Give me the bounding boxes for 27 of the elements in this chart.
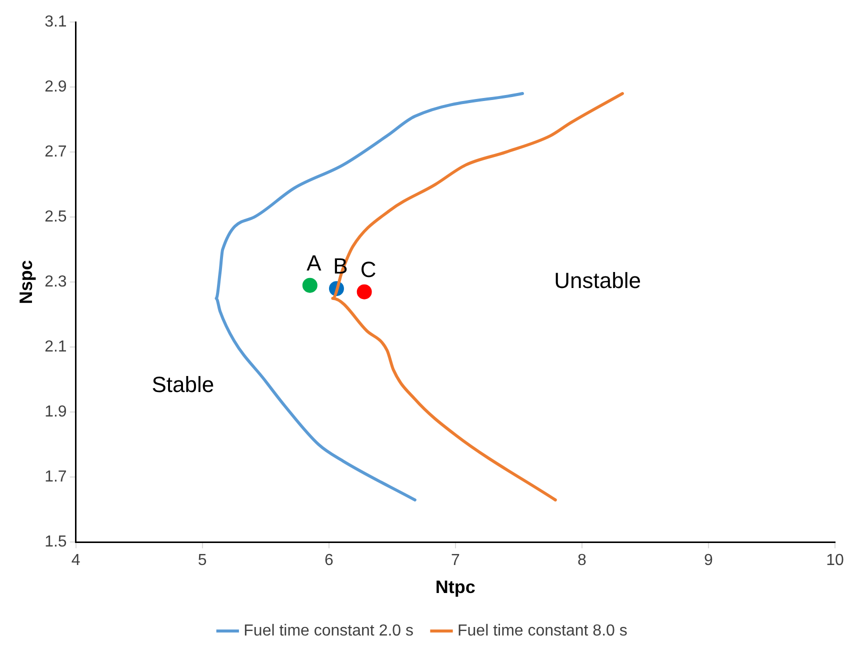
y-tick-label: 2.1: [44, 338, 67, 356]
y-tick-label: 1.7: [44, 468, 67, 486]
line-series: [214, 92, 524, 502]
point: [302, 278, 318, 293]
series-label: C: [360, 256, 376, 282]
point: [356, 284, 372, 300]
x-tick-label: 6: [324, 552, 334, 570]
y-axis-title: Nspc: [16, 260, 36, 304]
y-tick-label: 3.1: [44, 13, 67, 30]
x-axis-title: Ntpc: [435, 577, 476, 598]
annotation: Unstable: [554, 268, 641, 294]
x-tick-label: 4: [71, 552, 80, 570]
y-tick-label: 1.5: [44, 534, 67, 551]
y-tick-label: 2.7: [44, 143, 67, 160]
series-label: A: [306, 250, 322, 276]
y-tick-label: 2.3: [44, 274, 67, 291]
x-tick-label: 10: [826, 552, 844, 570]
y-tick-label: 2.9: [44, 78, 67, 96]
legend-label: Fuel time constant 2.0 s: [244, 622, 414, 640]
x-tick-label: 7: [450, 552, 460, 570]
annotation: Stable: [152, 372, 214, 398]
y-tick-label: 2.5: [44, 208, 67, 226]
x-tick-label: 5: [198, 552, 207, 570]
x-tick-label: 8: [577, 552, 586, 570]
legend-label: Fuel time constant 8.0 s: [458, 622, 628, 640]
x-tick-label: 9: [704, 552, 714, 570]
y-tick-label: 1.9: [44, 404, 67, 421]
